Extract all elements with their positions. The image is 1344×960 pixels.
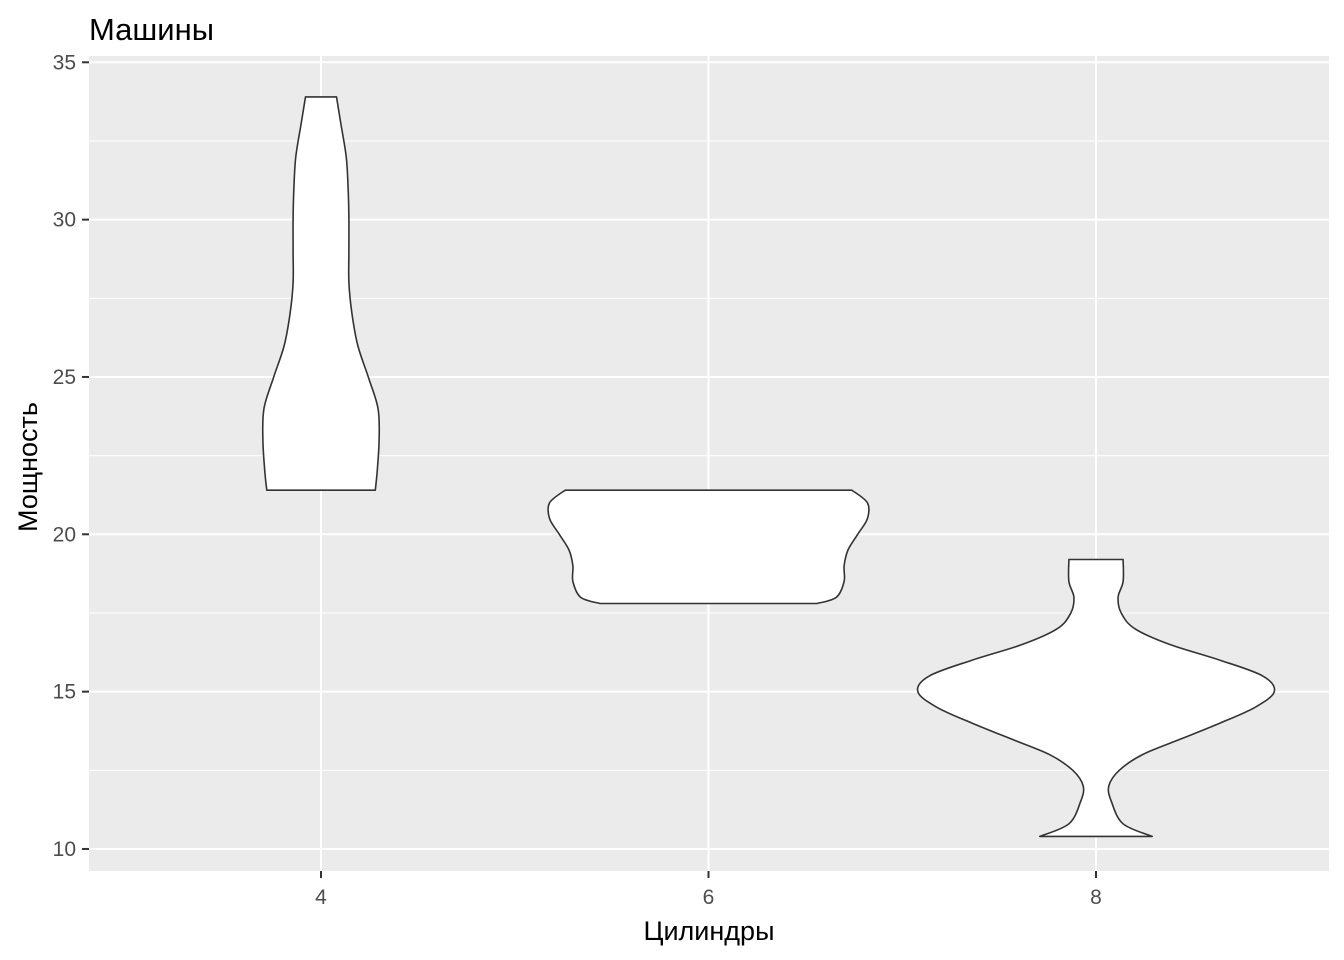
violin-4 xyxy=(261,96,381,491)
x-tick-label: 4 xyxy=(315,886,327,909)
y-axis: 10 15 20 25 30 35 xyxy=(53,51,89,861)
y-tick-label: 25 xyxy=(53,366,76,389)
x-axis-title: Цилиндры xyxy=(644,916,775,946)
y-tick-label: 30 xyxy=(53,209,76,232)
violin-8 xyxy=(916,558,1276,838)
y-tick-label: 35 xyxy=(53,51,76,74)
y-tick-label: 10 xyxy=(53,838,76,861)
violin-6 xyxy=(547,489,870,605)
x-tick-label: 6 xyxy=(703,886,715,909)
y-tick-label: 20 xyxy=(53,523,76,546)
violin-layer xyxy=(261,96,1276,838)
y-tick-label: 15 xyxy=(53,681,76,704)
chart-title: Машины xyxy=(89,12,214,47)
x-tick-label: 8 xyxy=(1090,886,1102,909)
y-axis-title: Мощность xyxy=(13,402,43,532)
x-axis: 4 6 8 xyxy=(315,871,1102,909)
